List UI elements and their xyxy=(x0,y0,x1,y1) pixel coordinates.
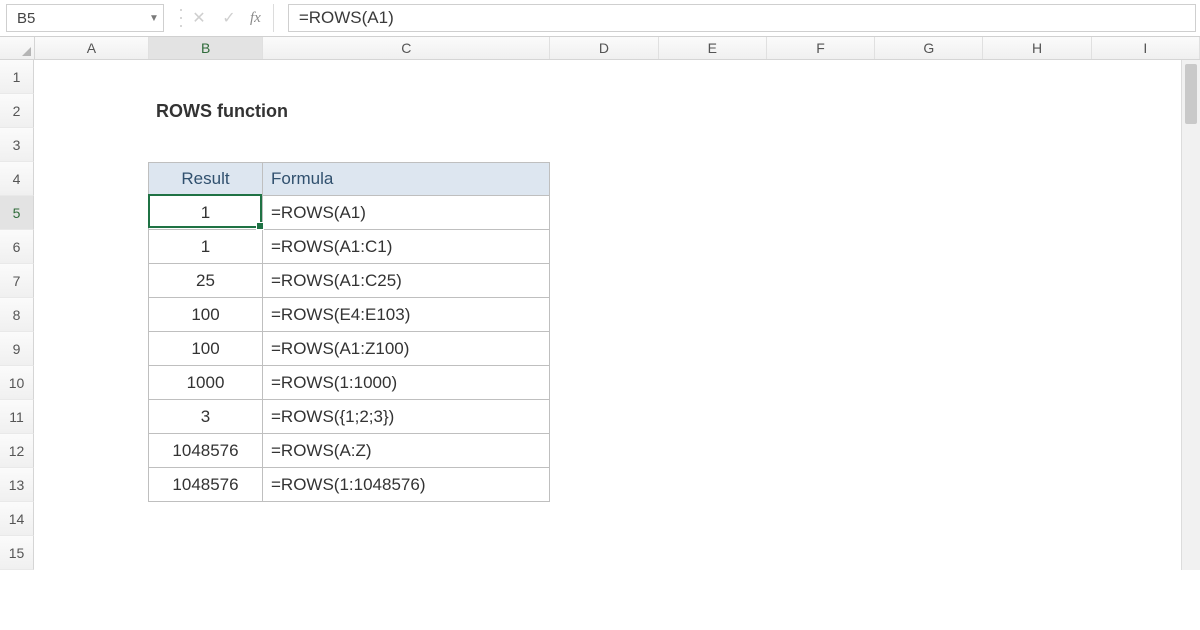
result-cell[interactable]: 1 xyxy=(148,230,262,264)
result-cell[interactable]: 1048576 xyxy=(148,468,262,502)
result-cell[interactable]: 1 xyxy=(148,196,262,230)
row-header-7[interactable]: 7 xyxy=(0,264,34,298)
row-header-11[interactable]: 11 xyxy=(0,400,34,434)
formula-cell[interactable]: =ROWS(A1:Z100) xyxy=(262,332,550,366)
grip-icon xyxy=(180,6,182,30)
result-cell[interactable]: 100 xyxy=(148,298,262,332)
formula-bar: B5 ▼ ✕ ✓ fx =ROWS(A1) xyxy=(0,0,1200,37)
formula-text: =ROWS(A1) xyxy=(299,8,394,28)
table-header-result[interactable]: Result xyxy=(148,162,262,196)
select-all-corner[interactable] xyxy=(0,37,35,59)
separator xyxy=(273,4,274,32)
row-header-3[interactable]: 3 xyxy=(0,128,34,162)
formula-cell[interactable]: =ROWS(E4:E103) xyxy=(262,298,550,332)
name-box-dropdown-icon[interactable]: ▼ xyxy=(145,5,163,31)
column-header-H[interactable]: H xyxy=(983,37,1091,59)
row-header-1[interactable]: 1 xyxy=(0,60,34,94)
title-cell[interactable]: ROWS function xyxy=(148,94,296,128)
row-header-9[interactable]: 9 xyxy=(0,332,34,366)
column-header-E[interactable]: E xyxy=(659,37,767,59)
column-header-F[interactable]: F xyxy=(767,37,875,59)
enter-icon[interactable]: ✓ xyxy=(214,3,244,33)
row-header-2[interactable]: 2 xyxy=(0,94,34,128)
formula-cell[interactable]: =ROWS(1:1048576) xyxy=(262,468,550,502)
fx-icon[interactable]: fx xyxy=(244,10,267,27)
row-header-10[interactable]: 10 xyxy=(0,366,34,400)
result-cell[interactable]: 1000 xyxy=(148,366,262,400)
worksheet-grid[interactable]: 12ROWS function34ResultFormula51=ROWS(A1… xyxy=(0,60,1200,570)
row-header-15[interactable]: 15 xyxy=(0,536,34,570)
table-header-formula[interactable]: Formula xyxy=(262,162,550,196)
scrollbar-thumb[interactable] xyxy=(1185,64,1197,124)
row-header-12[interactable]: 12 xyxy=(0,434,34,468)
cancel-icon[interactable]: ✕ xyxy=(184,3,214,33)
formula-cell[interactable]: =ROWS(A1:C25) xyxy=(262,264,550,298)
column-headers: ABCDEFGHI xyxy=(0,37,1200,60)
vertical-scrollbar[interactable] xyxy=(1181,60,1200,570)
result-cell[interactable]: 3 xyxy=(148,400,262,434)
column-header-B[interactable]: B xyxy=(149,37,263,59)
row-header-4[interactable]: 4 xyxy=(0,162,34,196)
row-header-13[interactable]: 13 xyxy=(0,468,34,502)
name-box-text: B5 xyxy=(7,10,145,27)
row-header-5[interactable]: 5 xyxy=(0,196,34,230)
result-cell[interactable]: 1048576 xyxy=(148,434,262,468)
column-header-I[interactable]: I xyxy=(1092,37,1200,59)
column-header-C[interactable]: C xyxy=(263,37,550,59)
formula-input[interactable]: =ROWS(A1) xyxy=(288,4,1196,32)
formula-cell[interactable]: =ROWS({1;2;3}) xyxy=(262,400,550,434)
column-header-A[interactable]: A xyxy=(35,37,149,59)
formula-cell[interactable]: =ROWS(A1:C1) xyxy=(262,230,550,264)
result-cell[interactable]: 100 xyxy=(148,332,262,366)
row-header-8[interactable]: 8 xyxy=(0,298,34,332)
formula-cell[interactable]: =ROWS(A:Z) xyxy=(262,434,550,468)
formula-cell[interactable]: =ROWS(A1) xyxy=(262,196,550,230)
name-box[interactable]: B5 ▼ xyxy=(6,4,164,32)
column-header-D[interactable]: D xyxy=(550,37,658,59)
row-header-14[interactable]: 14 xyxy=(0,502,34,536)
formula-cell[interactable]: =ROWS(1:1000) xyxy=(262,366,550,400)
column-header-G[interactable]: G xyxy=(875,37,983,59)
row-header-6[interactable]: 6 xyxy=(0,230,34,264)
formula-bar-controls: ✕ ✓ fx xyxy=(178,0,280,36)
result-cell[interactable]: 25 xyxy=(148,264,262,298)
